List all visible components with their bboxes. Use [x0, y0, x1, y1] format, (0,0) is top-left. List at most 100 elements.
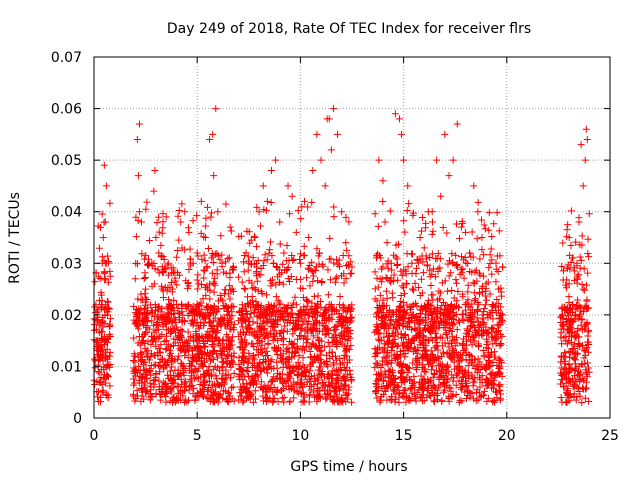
data-point	[247, 309, 255, 317]
data-point	[442, 369, 450, 377]
data-point	[192, 366, 200, 374]
data-point	[470, 336, 478, 344]
data-point	[485, 209, 493, 217]
data-point	[348, 313, 356, 321]
data-point	[575, 385, 583, 393]
data-point	[228, 308, 236, 316]
data-point	[484, 394, 492, 402]
data-point	[336, 332, 344, 340]
data-point	[264, 381, 272, 389]
data-point	[100, 268, 108, 276]
data-point	[314, 380, 322, 388]
data-point	[218, 375, 226, 383]
data-point	[106, 322, 114, 330]
data-point	[578, 280, 586, 288]
data-point	[391, 328, 399, 336]
data-point	[313, 130, 321, 138]
data-point	[455, 317, 463, 325]
data-point	[103, 297, 111, 305]
data-point	[557, 394, 565, 402]
data-point	[329, 359, 337, 367]
data-point	[321, 182, 329, 190]
data-point	[437, 373, 445, 381]
data-point	[577, 256, 585, 264]
data-point	[497, 356, 505, 364]
data-point	[175, 316, 183, 324]
data-point	[380, 348, 388, 356]
data-point	[142, 387, 150, 395]
data-point	[134, 295, 142, 303]
data-point	[582, 281, 590, 289]
data-point	[470, 309, 478, 317]
data-point	[480, 308, 488, 316]
data-point	[264, 352, 272, 360]
data-point	[437, 289, 445, 297]
data-point	[585, 304, 593, 312]
data-point	[330, 213, 338, 221]
data-point	[205, 318, 213, 326]
data-point	[381, 388, 389, 396]
data-point	[99, 234, 107, 241]
data-point	[297, 275, 305, 283]
data-point	[483, 344, 491, 352]
data-point	[184, 339, 192, 347]
data-point	[400, 284, 408, 292]
data-point	[229, 383, 237, 391]
data-point	[342, 377, 350, 385]
data-point	[166, 397, 174, 405]
data-point	[297, 326, 305, 334]
data-point	[160, 338, 168, 346]
data-point	[130, 390, 138, 398]
data-point	[95, 273, 103, 281]
data-point	[276, 218, 284, 226]
data-point	[420, 352, 428, 360]
data-point	[172, 329, 180, 337]
data-point	[253, 243, 261, 251]
data-point	[307, 377, 315, 385]
data-point	[490, 301, 498, 309]
data-point	[489, 333, 497, 341]
data-point	[571, 356, 579, 364]
data-point	[194, 252, 202, 260]
data-point	[280, 335, 288, 343]
y-tick-label: 0.01	[51, 359, 82, 375]
data-point	[481, 301, 489, 309]
data-point	[339, 304, 347, 312]
data-point	[395, 383, 403, 391]
data-point	[102, 338, 110, 346]
data-point	[563, 276, 571, 284]
data-point	[213, 305, 221, 313]
data-point	[388, 289, 396, 297]
data-point	[562, 281, 570, 289]
data-point	[164, 341, 172, 349]
data-point	[200, 251, 208, 259]
data-point	[326, 342, 334, 350]
data-point	[147, 332, 155, 340]
data-point	[397, 302, 405, 310]
data-point	[580, 385, 588, 393]
data-point	[377, 265, 385, 273]
data-point	[375, 305, 383, 313]
data-point	[565, 375, 573, 383]
data-point	[303, 326, 311, 334]
data-point	[91, 303, 99, 311]
data-point	[165, 326, 173, 334]
data-point	[574, 296, 582, 304]
data-point	[572, 238, 580, 246]
data-point	[193, 212, 201, 220]
data-point	[428, 310, 436, 318]
data-point	[244, 266, 252, 274]
x-tick-label: 20	[498, 428, 516, 444]
data-point	[303, 339, 311, 347]
data-point	[473, 368, 481, 376]
data-point	[131, 366, 139, 374]
data-point	[576, 264, 584, 272]
data-point	[262, 331, 270, 339]
data-point	[218, 251, 226, 259]
data-point	[269, 376, 277, 384]
data-point	[387, 316, 395, 324]
data-point	[286, 397, 294, 405]
data-point	[169, 358, 177, 366]
data-point	[302, 369, 310, 377]
data-point	[91, 278, 99, 286]
